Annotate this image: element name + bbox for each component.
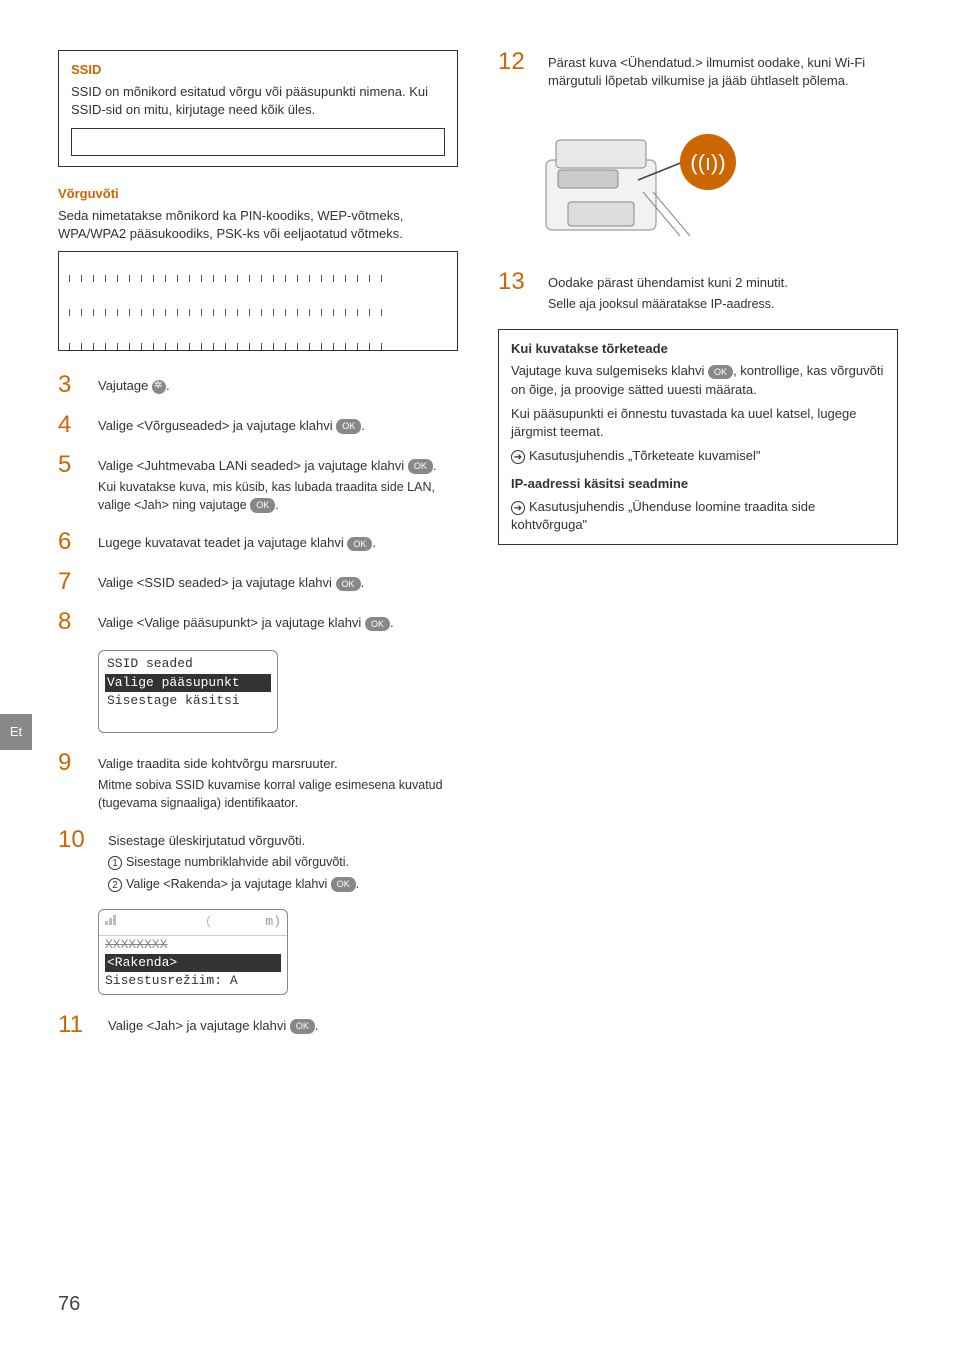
step-subtext: Mitme sobiva SSID kuvamise korral valige… [98, 777, 458, 812]
step-text: Pärast kuva <Ühendatud.> ilmumist oodake… [548, 54, 898, 90]
ok-icon: OK [336, 419, 361, 434]
step-6: 6 Lugege kuvatavat teadet ja vajutage kl… [58, 530, 458, 554]
ssid-input-line [71, 128, 445, 156]
left-column: SSID SSID on mõnikord esitatud võrgu või… [58, 50, 458, 1053]
lcd-masked: XXXXXXXX [105, 936, 281, 954]
lcd-row [105, 710, 271, 728]
lcd-row: Sisestusrežiim: A [105, 972, 281, 990]
step-13: 13 Oodake pärast ühendamist kuni 2 minut… [498, 270, 898, 314]
step-suffix: . [361, 575, 365, 590]
step-number: 7 [58, 570, 84, 594]
step-text: Valige <SSID seaded> ja vajutage klahvi [98, 575, 332, 590]
step-number: 13 [498, 270, 534, 314]
step-text: Valige traadita side kohtvõrgu marsruute… [98, 755, 458, 773]
lcd-screen-apply: ( m) XXXXXXXX <Rakenda> Sisestusrežiim: … [98, 909, 288, 995]
network-key-text: Seda nimetatakse mõnikord ka PIN-koodiks… [58, 207, 458, 243]
step-suffix: . [315, 1018, 319, 1033]
step-5: 5 Valige <Juhtmevaba LANi seaded> ja vaj… [58, 453, 458, 514]
error-text-2: Kui pääsupunkti ei õnnestu tuvastada ka … [511, 405, 885, 441]
step-suffix: . [275, 498, 278, 512]
error-info-box: Kui kuvatakse tõrketeade Vajutage kuva s… [498, 329, 898, 545]
tick-row [63, 326, 453, 350]
right-column: 12 Pärast kuva <Ühendatud.> ilmumist ood… [498, 50, 898, 1053]
step-8: 8 Valige <Valige pääsupunkt> ja vajutage… [58, 610, 458, 634]
page-number: 76 [58, 1290, 80, 1318]
step-number: 6 [58, 530, 84, 554]
network-key-section: Võrguvõti Seda nimetatakse mõnikord ka P… [58, 185, 458, 352]
ssid-box-text: SSID on mõnikord esitatud võrgu või pääs… [71, 83, 445, 119]
tick-row [63, 292, 453, 316]
step-number: 9 [58, 751, 84, 812]
step-10: 10 Sisestage üleskirjutatud võrguvõti. 1… [58, 828, 458, 893]
tick-row [63, 258, 453, 282]
reference-link-1: Kasutusjuhendis „Tõrketeate kuvamisel" [529, 448, 761, 463]
step-7: 7 Valige <SSID seaded> ja vajutage klahv… [58, 570, 458, 594]
substep-text: Sisestage numbriklahvide abil võrguvõti. [126, 855, 349, 869]
step-number: 11 [58, 1013, 94, 1037]
printer-wifi-diagram: ((ı)) [538, 122, 758, 242]
step-number: 8 [58, 610, 84, 634]
ok-icon: OK [331, 877, 356, 892]
step-text: Oodake pärast ühendamist kuni 2 minutit. [548, 274, 898, 292]
lcd-row-selected: <Rakenda> [105, 954, 281, 972]
key-entry-box [58, 251, 458, 351]
svg-text:((ı)): ((ı)) [690, 150, 725, 175]
step-12: 12 Pärast kuva <Ühendatud.> ilmumist ood… [498, 50, 898, 94]
step-text: Sisestage üleskirjutatud võrguvõti. [108, 832, 458, 850]
ip-section-title: IP-aadressi käsitsi seadmine [511, 475, 885, 493]
ok-icon: OK [336, 577, 361, 592]
substep-text: Valige <Rakenda> ja vajutage klahvi [126, 877, 327, 891]
ssid-box-title: SSID [71, 61, 445, 79]
reference-link-2: Kasutusjuhendis „Ühenduse loomine traadi… [511, 499, 815, 532]
lcd-top-suffix: m) [265, 913, 281, 931]
step-11: 11 Valige <Jah> ja vajutage klahvi OK. [58, 1013, 458, 1037]
step-text: Vajutage [98, 378, 148, 393]
lcd-row-selected: Valige pääsupunkt [105, 674, 271, 692]
step-number: 12 [498, 50, 534, 94]
lcd-row: Sisestage käsitsi [105, 692, 271, 710]
page-content: SSID SSID on mõnikord esitatud võrgu või… [58, 50, 898, 1053]
step-number: 4 [58, 413, 84, 437]
ok-icon: OK [347, 537, 372, 552]
ok-icon: OK [408, 459, 433, 474]
ssid-box: SSID SSID on mõnikord esitatud võrgu või… [58, 50, 458, 167]
substep-1-icon: 1 [108, 856, 122, 870]
ok-icon: OK [250, 498, 275, 513]
reference-icon: ➔ [511, 450, 525, 464]
network-key-title: Võrguvõti [58, 185, 458, 203]
lcd-row: SSID seaded [105, 655, 271, 673]
step-subtext: Selle aja jooksul määratakse IP-aadress. [548, 296, 898, 314]
step-text: Lugege kuvatavat teadet ja vajutage klah… [98, 535, 344, 550]
error-text-1a: Vajutage kuva sulgemiseks klahvi [511, 363, 704, 378]
step-number: 10 [58, 828, 94, 893]
step-number: 3 [58, 373, 84, 397]
ok-icon: OK [290, 1019, 315, 1034]
step-suffix: . [390, 615, 394, 630]
step-text: Valige <Jah> ja vajutage klahvi [108, 1018, 286, 1033]
step-3: 3 Vajutage . [58, 373, 458, 397]
signal-icon [105, 913, 117, 931]
step-suffix: . [166, 378, 170, 393]
step-suffix: . [372, 535, 376, 550]
lcd-top-bar: ( m) [99, 910, 287, 934]
error-box-title: Kui kuvatakse tõrketeade [511, 340, 885, 358]
step-text: Valige <Võrguseaded> ja vajutage klahvi [98, 418, 333, 433]
step-suffix: . [361, 418, 365, 433]
substep-2-icon: 2 [108, 878, 122, 892]
step-suffix: . [356, 877, 359, 891]
step-text: Valige <Valige pääsupunkt> ja vajutage k… [98, 615, 361, 630]
step-4: 4 Valige <Võrguseaded> ja vajutage klahv… [58, 413, 458, 437]
step-text: Valige <Juhtmevaba LANi seaded> ja vajut… [98, 458, 404, 473]
reference-icon: ➔ [511, 501, 525, 515]
step-number: 5 [58, 453, 84, 514]
ok-icon: OK [708, 365, 733, 380]
sidebar-language-tab: Et [0, 714, 32, 750]
step-9: 9 Valige traadita side kohtvõrgu marsruu… [58, 751, 458, 812]
step-suffix: . [433, 458, 437, 473]
lcd-screen-ssid: SSID seaded Valige pääsupunkt Sisestage … [98, 650, 278, 733]
ok-icon: OK [365, 617, 390, 632]
settings-icon [152, 380, 166, 394]
